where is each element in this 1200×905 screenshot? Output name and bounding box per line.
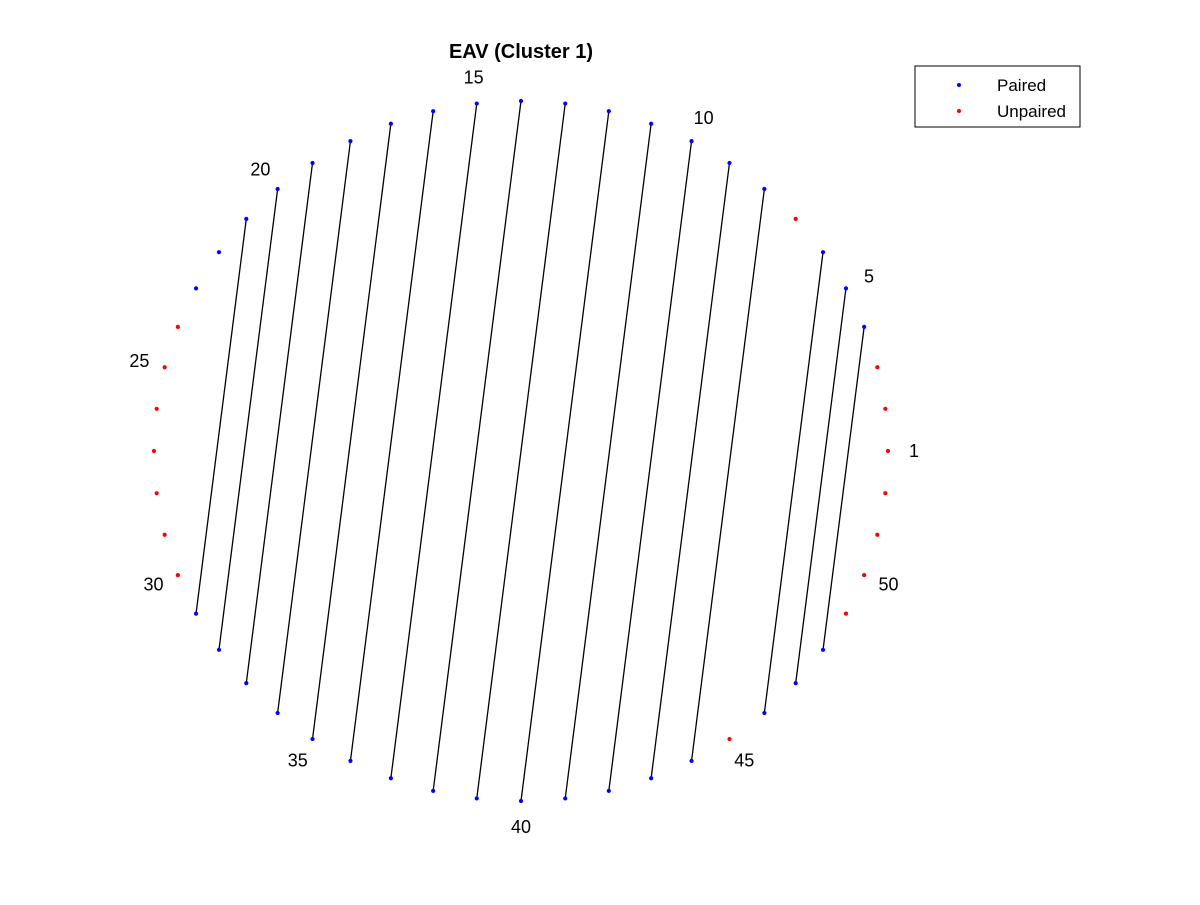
paired-point-35 bbox=[310, 736, 315, 742]
unpaired-point-50 bbox=[862, 573, 867, 578]
paired-point-6 bbox=[820, 250, 826, 255]
position-label-25: 25 bbox=[129, 351, 149, 371]
paired-point-31 bbox=[193, 611, 199, 616]
legend-marker-unpaired bbox=[957, 109, 961, 113]
position-label-50: 50 bbox=[878, 574, 898, 594]
unpaired-point-26 bbox=[154, 406, 159, 411]
unpaired-point-1 bbox=[885, 448, 891, 454]
pair-line-17-35 bbox=[311, 123, 392, 740]
pair-line-19-33 bbox=[245, 162, 314, 684]
unpaired-point-25 bbox=[162, 365, 167, 370]
unpaired-point-49 bbox=[843, 611, 849, 616]
paired-point-43 bbox=[649, 776, 654, 781]
paired-point-16 bbox=[431, 109, 436, 114]
paired-point-33 bbox=[244, 680, 249, 686]
pair-line-4-48 bbox=[822, 326, 865, 650]
pair-lines bbox=[195, 100, 865, 802]
position-label-1: 1 bbox=[909, 441, 919, 461]
paired-point-18 bbox=[348, 138, 353, 144]
pair-line-20-32 bbox=[218, 188, 279, 650]
paired-point-12 bbox=[606, 109, 611, 114]
unpaired-point-51 bbox=[875, 532, 880, 537]
paired-point-10 bbox=[689, 138, 694, 144]
position-points bbox=[151, 98, 891, 804]
unpaired-point-45 bbox=[727, 736, 732, 742]
pair-line-16-36 bbox=[349, 111, 434, 761]
unpaired-point-30 bbox=[175, 573, 180, 578]
paired-point-42 bbox=[606, 788, 611, 793]
paired-point-8 bbox=[762, 186, 767, 192]
paired-point-48 bbox=[820, 647, 826, 652]
position-label-35: 35 bbox=[288, 750, 308, 770]
pair-line-15-37 bbox=[390, 103, 478, 779]
pair-line-14-38 bbox=[432, 100, 522, 791]
position-label-40: 40 bbox=[511, 817, 531, 837]
pair-line-8-44 bbox=[690, 188, 766, 761]
pair-line-21-31 bbox=[195, 218, 247, 614]
legend-label-paired: Paired bbox=[997, 76, 1046, 95]
paired-point-36 bbox=[348, 758, 353, 764]
paired-point-13 bbox=[563, 101, 568, 106]
pair-line-6-46 bbox=[763, 252, 824, 714]
unpaired-point-7 bbox=[793, 216, 798, 222]
unpaired-point-29 bbox=[162, 532, 167, 537]
paired-point-20 bbox=[275, 186, 280, 192]
pair-line-10-42 bbox=[608, 141, 693, 791]
paired-point-32 bbox=[216, 647, 222, 652]
chart-title: EAV (Cluster 1) bbox=[449, 41, 593, 63]
paired-point-41 bbox=[563, 796, 568, 801]
pair-line-13-39 bbox=[476, 103, 566, 799]
legend-label-unpaired: Unpaired bbox=[997, 102, 1066, 121]
pair-line-11-41 bbox=[564, 123, 652, 799]
paired-point-19 bbox=[310, 160, 315, 166]
paired-point-14 bbox=[518, 98, 524, 104]
paired-point-46 bbox=[762, 710, 767, 716]
position-label-15: 15 bbox=[464, 68, 484, 88]
paired-point-34 bbox=[275, 710, 280, 716]
unpaired-point-24 bbox=[175, 324, 180, 329]
paired-point-9 bbox=[727, 160, 732, 166]
position-label-20: 20 bbox=[250, 160, 270, 180]
position-label-45: 45 bbox=[734, 750, 754, 770]
paired-point-22 bbox=[216, 250, 222, 255]
pair-line-18-34 bbox=[276, 141, 352, 714]
unpaired-point-3 bbox=[875, 365, 880, 370]
paired-point-38 bbox=[431, 788, 436, 793]
pair-line-12-40 bbox=[520, 111, 610, 802]
unpaired-point-27 bbox=[151, 448, 157, 454]
paired-point-44 bbox=[689, 758, 694, 764]
paired-point-21 bbox=[244, 216, 249, 222]
paired-point-17 bbox=[388, 121, 393, 126]
paired-point-4 bbox=[862, 324, 867, 329]
legend-box bbox=[914, 65, 1081, 128]
paired-point-15 bbox=[474, 101, 479, 106]
paired-point-5 bbox=[843, 286, 849, 291]
pair-line-9-43 bbox=[650, 162, 731, 779]
paired-point-11 bbox=[649, 121, 654, 126]
position-label-30: 30 bbox=[144, 574, 164, 594]
legend: Paired Unpaired bbox=[914, 65, 1081, 128]
position-label-10: 10 bbox=[694, 108, 714, 128]
paired-point-47 bbox=[793, 680, 798, 686]
paired-point-37 bbox=[388, 776, 393, 781]
position-label-5: 5 bbox=[864, 266, 874, 286]
unpaired-point-28 bbox=[154, 491, 159, 496]
paired-point-39 bbox=[474, 796, 479, 801]
legend-marker-paired bbox=[957, 83, 961, 87]
paired-point-23 bbox=[193, 286, 199, 291]
unpaired-point-52 bbox=[883, 491, 888, 496]
pair-line-5-47 bbox=[795, 288, 847, 684]
unpaired-point-2 bbox=[883, 406, 888, 411]
paired-point-40 bbox=[518, 798, 524, 804]
